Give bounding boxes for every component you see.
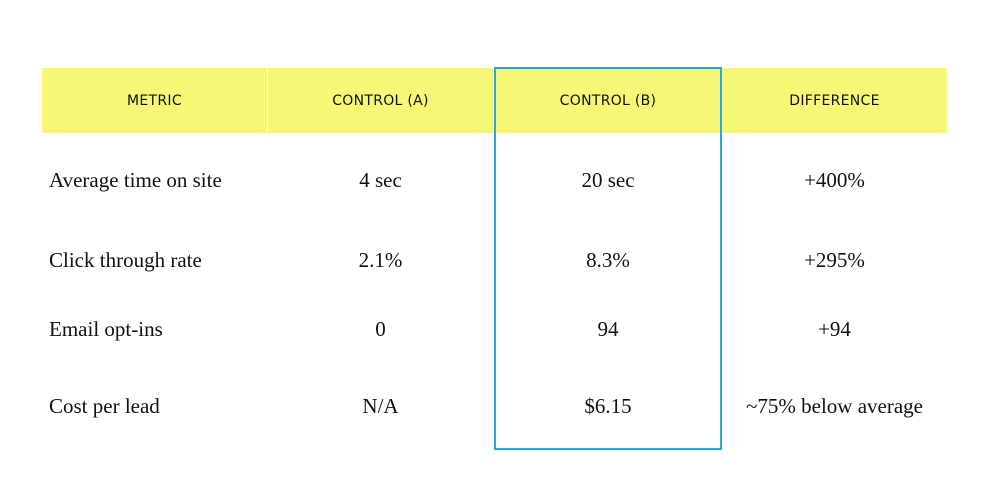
table-cell: +400%: [804, 167, 865, 192]
table-cell: 94: [597, 316, 619, 341]
table-cell: 2.1%: [358, 247, 403, 272]
highlight-box: [494, 67, 722, 450]
table-cell: Cost per lead: [49, 393, 160, 418]
table-cell: $6.15: [584, 393, 632, 418]
table-cell: +94: [818, 316, 851, 341]
table-cell: 8.3%: [586, 247, 630, 272]
table-cell: N/A: [362, 393, 399, 418]
table-cell: Average time on site: [49, 167, 222, 192]
header-cell: CONTROL (B): [495, 68, 721, 133]
table-cell: Email opt-ins: [49, 316, 163, 341]
table-cell: 0: [375, 316, 386, 341]
header-cell: CONTROL (A): [268, 68, 493, 133]
header-cell: DIFFERENCE: [722, 68, 947, 133]
table-cell: 20 sec: [581, 167, 635, 192]
table-cell: +295%: [804, 247, 865, 272]
table-cell: 4 sec: [359, 167, 402, 192]
table-cell: ~75% below average: [746, 393, 923, 418]
header-cell: METRIC: [42, 68, 267, 133]
table-cell: Click through rate: [49, 247, 202, 272]
